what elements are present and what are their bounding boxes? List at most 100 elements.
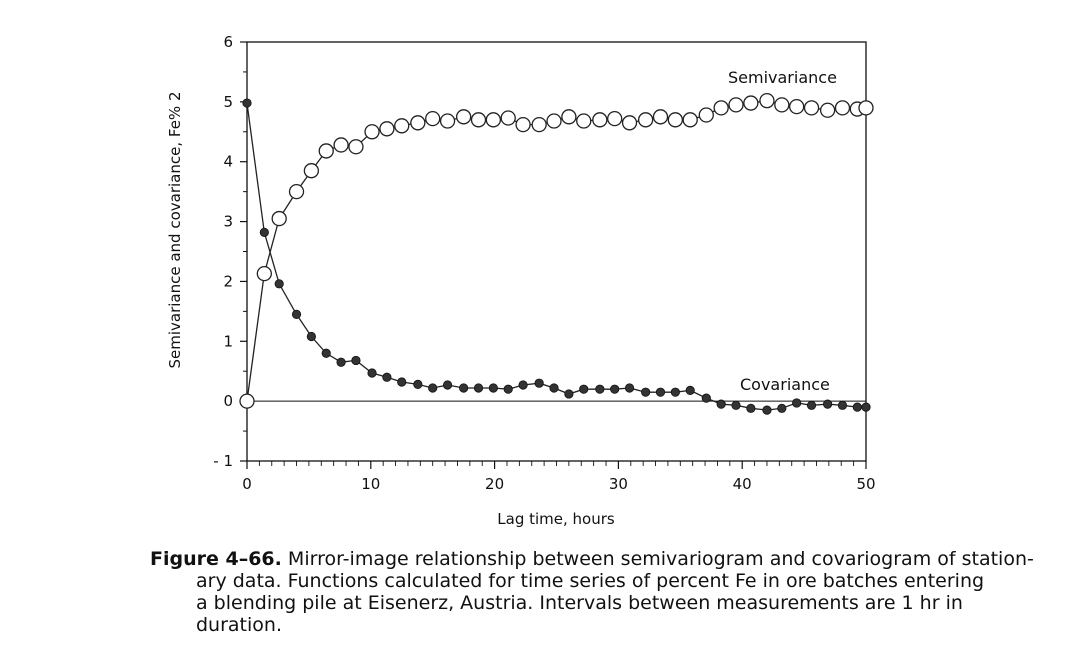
covariance-point xyxy=(459,383,469,393)
covariance-point xyxy=(306,331,316,342)
semivariance-point xyxy=(637,112,654,128)
covariance-point xyxy=(731,400,741,410)
semivariance-point xyxy=(652,109,669,125)
covariance-point xyxy=(670,387,680,397)
semivariance-point xyxy=(470,112,487,128)
caption-line-2: ary data. Functions calculated for time … xyxy=(196,570,985,592)
semivariance-point xyxy=(713,100,729,116)
covariance-point xyxy=(579,384,589,394)
x-tick-label: 20 xyxy=(485,475,504,493)
semivariance-point xyxy=(485,112,502,128)
covariance-point xyxy=(762,405,772,415)
covariance-point xyxy=(746,403,756,413)
semivariance-point xyxy=(425,110,441,127)
covariance-point xyxy=(442,380,453,390)
y-tick-label: 4 xyxy=(223,153,233,171)
semivariance-point xyxy=(789,98,805,115)
semivariance-point xyxy=(667,112,683,128)
y-tick-label: 0 xyxy=(223,392,233,410)
x-tick-label: 10 xyxy=(361,475,380,493)
y-tick-label: 1 xyxy=(223,332,233,350)
semivariance-label: Semivariance xyxy=(728,68,837,87)
y-tick-label: 2 xyxy=(223,272,233,290)
semivariance-point xyxy=(288,183,305,200)
semivariance-point xyxy=(592,112,608,128)
covariance-point xyxy=(564,389,574,399)
covariance-point xyxy=(534,378,544,388)
covariance-point xyxy=(837,400,848,410)
covariance-point xyxy=(792,398,802,408)
covariance-point xyxy=(861,402,871,412)
covariance-point xyxy=(291,309,302,319)
semivariance-point xyxy=(834,100,851,116)
y-axis-label: Semivariance and covariance, Fe% 2 xyxy=(166,91,184,368)
semivariance-point xyxy=(759,93,775,109)
covariance-point xyxy=(413,379,423,389)
covariance-point xyxy=(242,98,252,108)
semivariance-point xyxy=(410,115,426,131)
covariance-series xyxy=(242,98,871,415)
semivariance-point xyxy=(819,102,836,118)
covariance-point xyxy=(610,384,620,394)
caption-line-3: a blending pile at Eisenerz, Austria. In… xyxy=(196,592,963,614)
covariance-point xyxy=(321,348,331,358)
semivariance-point xyxy=(394,118,410,134)
semivariance-point xyxy=(621,115,638,131)
covariance-point xyxy=(518,380,528,390)
x-tick-label: 50 xyxy=(856,475,875,493)
semivariance-point xyxy=(256,265,272,282)
covariance-label: Covariance xyxy=(740,375,830,394)
semivariance-point xyxy=(348,139,364,155)
semivariance-point xyxy=(271,210,287,227)
covariance-point xyxy=(397,377,407,387)
covariance-point xyxy=(473,383,484,393)
covariance-point xyxy=(852,402,862,412)
caption-label: Figure 4–66. xyxy=(150,548,282,570)
covariance-point xyxy=(351,355,361,366)
covariance-point xyxy=(428,383,438,393)
covariance-point xyxy=(382,372,392,382)
x-tick-label: 40 xyxy=(733,475,752,493)
y-tick-label: 6 xyxy=(223,33,233,51)
semivariance-point xyxy=(561,109,577,125)
covariance-point xyxy=(655,387,666,397)
semivariance-point xyxy=(743,95,759,111)
covariance-point xyxy=(595,384,605,394)
semivariance-point xyxy=(333,137,349,153)
semivariance-point xyxy=(500,110,516,126)
caption-line-4: duration. xyxy=(196,614,282,636)
semivariance-series xyxy=(239,93,874,409)
covariance-point xyxy=(367,368,377,378)
covariance-point xyxy=(259,227,269,237)
semivariance-point xyxy=(728,97,744,113)
x-axis: 0 10 20 30 40 50 xyxy=(242,461,876,493)
semivariance-point xyxy=(858,100,874,116)
covariance-point xyxy=(488,383,498,393)
semivariance-point xyxy=(682,112,698,128)
y-tick-label: 5 xyxy=(223,93,233,111)
semivariance-point xyxy=(515,116,531,133)
semivariance-point xyxy=(698,107,714,123)
semivariance-point xyxy=(239,393,255,409)
covariance-point xyxy=(777,403,787,413)
semivariance-point xyxy=(455,109,472,125)
caption-line-1: Mirror-image relationship between semiva… xyxy=(287,548,1034,570)
semivariance-point xyxy=(774,97,790,113)
semivariance-point xyxy=(803,100,820,116)
semivariance-point xyxy=(546,113,562,129)
semivariance-point xyxy=(364,124,380,140)
covariance-point xyxy=(503,384,513,394)
covariance-point xyxy=(641,387,651,397)
series-layer xyxy=(239,93,874,415)
semivariance-point xyxy=(607,110,623,127)
covariance-point xyxy=(716,399,726,409)
x-axis-label: Lag time, hours xyxy=(497,510,615,528)
semivariance-point xyxy=(303,163,320,179)
covariance-point xyxy=(823,399,833,409)
figure-caption: Figure 4–66. Mirror-image relationship b… xyxy=(150,548,1050,636)
covariance-point xyxy=(336,357,346,367)
covariance-point xyxy=(624,383,635,393)
semivariance-point xyxy=(318,143,334,159)
y-tick-label: - 1 xyxy=(213,452,233,470)
x-tick-label: 0 xyxy=(242,475,252,493)
